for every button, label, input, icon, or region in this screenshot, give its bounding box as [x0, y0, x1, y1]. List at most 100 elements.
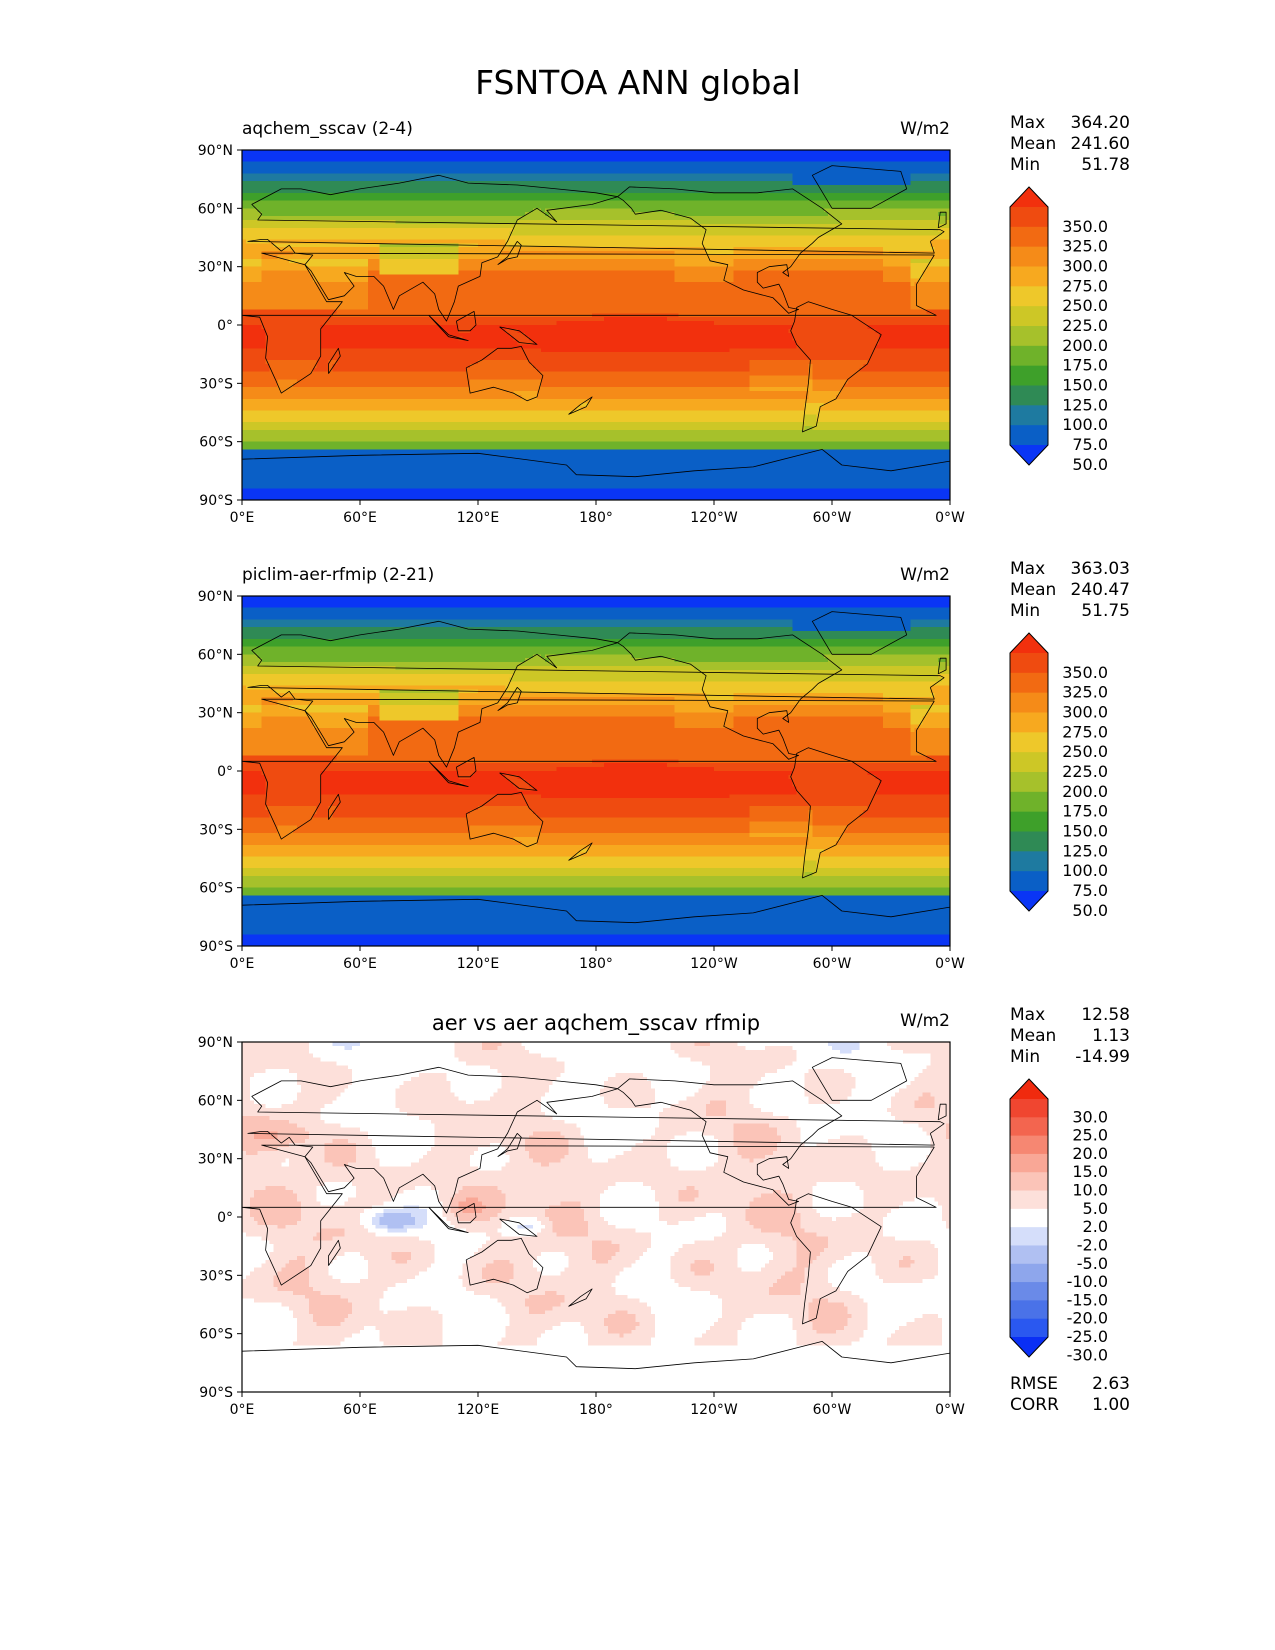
heatmap-cell [367, 286, 912, 291]
heatmap-cell [655, 1189, 680, 1195]
stat-value: 240.47 [1071, 580, 1130, 600]
heatmap-cell [375, 1154, 424, 1160]
heatmap-cell [816, 1143, 872, 1148]
heatmap-cell [603, 1322, 640, 1327]
heatmap-cell [249, 1084, 302, 1090]
heatmap-cell [537, 1267, 566, 1273]
heatmap-cell [537, 813, 750, 819]
coastlines [241, 165, 951, 501]
heatmap-cell [808, 1263, 833, 1269]
colorbar-label: 200.0 [1062, 336, 1108, 355]
heatmap-cell [812, 387, 951, 392]
heatmap-cell [375, 1147, 432, 1152]
heatmap-cell [360, 1279, 408, 1284]
colorbar-swatch [1010, 226, 1048, 248]
heatmap-cell [242, 1384, 951, 1389]
heatmap-cell [800, 1127, 924, 1133]
heatmap-cell [796, 1201, 813, 1206]
heatmap-cell [242, 1298, 255, 1304]
heatmap-cell [879, 336, 951, 342]
heatmap-cell [930, 1147, 951, 1152]
heatmap-cell [242, 1322, 298, 1327]
heatmap-cell [383, 1213, 412, 1218]
heatmap-cell [253, 1189, 294, 1195]
heatmap-cell [666, 1150, 719, 1156]
heatmap-cell [894, 1329, 943, 1335]
heatmap-cell [631, 1329, 656, 1335]
heatmap-cell [367, 720, 676, 725]
heatmap-cell [273, 1283, 310, 1288]
heatmap-cell [242, 1061, 337, 1066]
heatmap-cell [509, 1158, 534, 1164]
heatmap-cell [891, 1112, 951, 1117]
heatmap-cell [419, 1073, 448, 1078]
y-tick-label: 90°S [199, 939, 233, 955]
heatmap-cell [879, 340, 951, 346]
heatmap-cell [599, 1213, 660, 1218]
heatmap-cell [474, 1290, 546, 1296]
heatmap-cell [788, 1115, 896, 1121]
heatmap-cell [320, 1108, 400, 1113]
heatmap-cell [379, 704, 459, 710]
heatmap-cell [285, 1224, 365, 1230]
heatmap-cell [242, 457, 951, 462]
heatmap-cell [261, 325, 322, 330]
heatmap-cell [501, 1209, 546, 1214]
heatmap-cell [733, 1135, 782, 1140]
heatmap-cell [242, 872, 806, 877]
heatmap-cell [242, 1318, 298, 1323]
heatmap-cell [792, 1061, 931, 1066]
heatmap-cell [242, 1073, 255, 1078]
heatmap-cell [356, 1154, 377, 1160]
heatmap-cell [733, 278, 884, 283]
heatmap-cell [737, 1329, 798, 1335]
heatmap-cell [540, 825, 750, 830]
heatmap-cell [552, 1115, 660, 1121]
heatmap-cell [780, 1275, 806, 1280]
heatmap-cell [828, 1139, 868, 1144]
x-tick-label: 180° [579, 956, 613, 972]
heatmap-cell [485, 1232, 503, 1238]
heatmap-cell [765, 1073, 806, 1078]
heatmap-cell [851, 1088, 900, 1094]
heatmap-cell [753, 1197, 794, 1203]
heatmap-cell [946, 666, 951, 671]
heatmap-cell [647, 1302, 723, 1308]
y-tick-label: 30°S [199, 822, 233, 838]
heatmap-cell [438, 1193, 455, 1199]
heatmap-cell [261, 278, 314, 283]
heatmap-cell [324, 1104, 396, 1109]
heatmap-cell [242, 317, 605, 322]
heatmap-cell [769, 1123, 798, 1129]
heatmap-cell [265, 774, 322, 780]
heatmap-cell [265, 336, 322, 342]
heatmap-cell [658, 1201, 750, 1206]
heatmap-cell [560, 1201, 581, 1206]
heatmap-cell [297, 379, 471, 384]
heatmap-cell [580, 852, 806, 858]
heatmap-cell [242, 1279, 275, 1284]
heatmap-cell [946, 658, 951, 663]
heatmap-cell [426, 1213, 444, 1218]
heatmap-cell [344, 1228, 369, 1234]
heatmap-cell [242, 693, 381, 698]
heatmap-cell [800, 1224, 884, 1230]
heatmap-cell [242, 619, 794, 624]
heatmap-cell [242, 484, 951, 489]
heatmap-cell [242, 739, 369, 745]
heatmap-cell [316, 1193, 357, 1199]
heatmap-cell [466, 1197, 479, 1203]
heatmap-cell [883, 1166, 912, 1171]
heatmap-cell [513, 673, 939, 679]
heatmap-cell [808, 1310, 849, 1315]
heatmap-cell [812, 1298, 829, 1304]
heatmap-cell [242, 1115, 271, 1121]
heatmap-cell [706, 1166, 884, 1171]
coastline [428, 315, 469, 341]
heatmap-cell [379, 693, 459, 698]
heatmap-cell [556, 767, 715, 772]
heatmap-cell [690, 1287, 770, 1292]
heatmap-cell [749, 813, 809, 819]
heatmap-cell [419, 1271, 463, 1276]
